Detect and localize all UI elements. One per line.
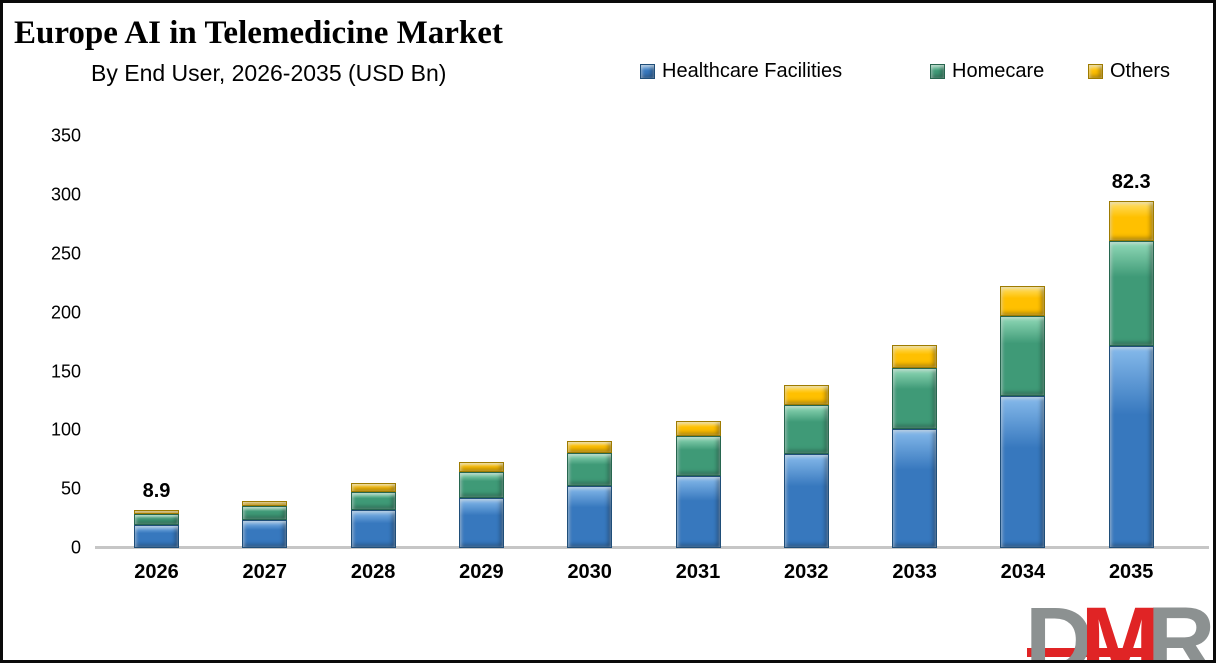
- bar-segment-healthcare: [1000, 395, 1046, 548]
- bar-segment-homecare: [892, 368, 938, 430]
- bar-segment-others: [350, 483, 396, 492]
- bar-segment-others: [242, 500, 288, 507]
- bar-segment-others: [458, 462, 504, 472]
- bar-segment-healthcare: [675, 475, 721, 548]
- bar-segment-homecare: [1000, 316, 1046, 396]
- chart-title: Europe AI in Telemedicine Market: [14, 15, 503, 51]
- legend-swatch-others-icon: [1088, 64, 1103, 79]
- legend-label: Healthcare Facilities: [662, 60, 843, 82]
- bar-segment-others: [134, 509, 179, 515]
- y-axis-tick-label: 300: [50, 184, 81, 205]
- legend-swatch-healthcare-icon: [640, 64, 655, 79]
- legend-item-healthcare: Healthcare Facilities: [640, 60, 842, 83]
- dmr-logo: DMR: [1021, 598, 1213, 660]
- bar-segment-others: [567, 440, 613, 454]
- y-axis-tick-label: 150: [50, 361, 81, 382]
- bar-segment-others: [675, 420, 721, 437]
- x-axis-tick-label: 2032: [784, 561, 829, 583]
- chart-subtitle: By End User, 2026-2035 (USD Bn): [91, 60, 447, 86]
- logo-red-bar-icon: [1027, 648, 1149, 657]
- y-axis-tick-label: 0: [70, 537, 81, 558]
- stacked-bar-2026: [134, 509, 179, 548]
- stacked-bar-2033: [892, 344, 938, 548]
- y-axis-tick-label: 250: [50, 243, 81, 264]
- bar-segment-healthcare: [783, 453, 829, 548]
- bar-segment-homecare: [783, 404, 829, 454]
- bar-segment-homecare: [675, 436, 721, 476]
- bar-segment-healthcare: [458, 498, 504, 548]
- bar-segment-homecare: [567, 453, 613, 487]
- bar-segment-homecare: [242, 506, 288, 520]
- legend-item-others: Others: [1088, 60, 1170, 83]
- bar-segment-others: [1108, 201, 1154, 242]
- bar-segment-homecare: [1108, 241, 1154, 346]
- y-axis-tick-label: 100: [50, 419, 81, 440]
- logo-letter-d: D: [1025, 598, 1094, 660]
- bar-segment-healthcare: [567, 486, 613, 548]
- x-axis-tick-label: 2029: [459, 561, 504, 583]
- legend-label: Homecare: [952, 60, 1045, 82]
- stacked-bar-2035: [1108, 201, 1154, 548]
- stacked-bar-2029: [458, 462, 504, 548]
- x-axis-tick-label: 2027: [242, 561, 288, 583]
- x-axis-tick-label: 2033: [892, 561, 937, 583]
- bar-segment-others: [1000, 285, 1046, 317]
- logo-letter-m: M: [1080, 598, 1160, 660]
- bar-segment-homecare: [350, 491, 396, 511]
- stacked-bar-2031: [675, 420, 721, 548]
- bar-segment-healthcare: [1108, 345, 1154, 548]
- x-axis-tick-label: 2031: [675, 561, 721, 583]
- bar-segment-others: [892, 344, 938, 369]
- x-axis-tick-label: 2026: [134, 561, 179, 583]
- x-axis-line: [95, 546, 1209, 549]
- bar-segment-others: [783, 384, 829, 405]
- x-axis-tick-label: 2035: [1108, 561, 1154, 583]
- logo-letter-r: R: [1146, 598, 1213, 660]
- stacked-bar-2030: [567, 440, 613, 548]
- data-label-2026: 8.9: [142, 479, 171, 502]
- bar-segment-healthcare: [892, 429, 938, 548]
- legend-label: Others: [1110, 60, 1171, 82]
- legend-swatch-homecare-icon: [930, 64, 945, 79]
- stacked-bar-2028: [350, 483, 396, 548]
- bar-segment-healthcare: [134, 525, 179, 548]
- y-axis-tick-label: 350: [50, 125, 81, 146]
- bar-segment-homecare: [458, 471, 504, 498]
- bar-segment-healthcare: [242, 519, 288, 548]
- stacked-bar-2034: [1000, 285, 1046, 548]
- logo-letters: DMR: [1025, 598, 1213, 660]
- y-axis-tick-label: 200: [50, 302, 81, 323]
- x-axis-tick-label: 2030: [567, 561, 612, 583]
- y-axis-tick-label: 50: [60, 478, 81, 499]
- bar-segment-healthcare: [350, 510, 396, 548]
- stacked-bar-2032: [783, 384, 829, 548]
- x-axis-tick-label: 2028: [350, 561, 396, 583]
- legend-item-homecare: Homecare: [930, 60, 1044, 83]
- stacked-bar-2027: [242, 500, 288, 548]
- bar-segment-homecare: [134, 514, 179, 526]
- data-label-2035: 82.3: [1111, 171, 1151, 194]
- x-axis-tick-label: 2034: [1000, 561, 1046, 583]
